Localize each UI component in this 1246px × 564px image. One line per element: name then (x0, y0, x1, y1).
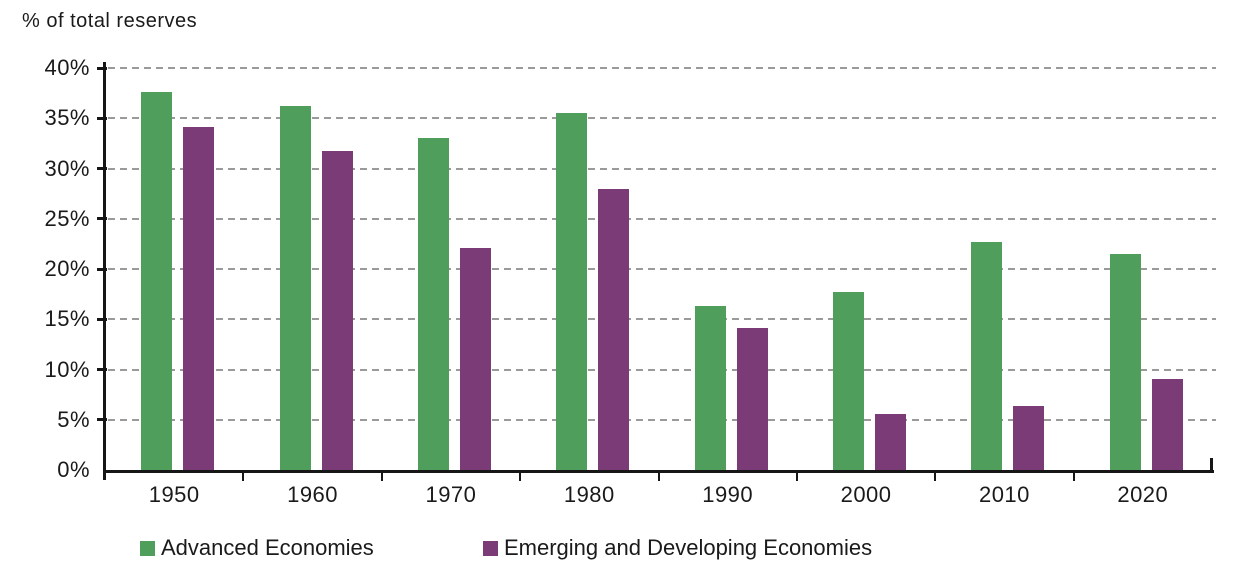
x-tick-label: 1950 (148, 482, 200, 507)
x-axis-tick (795, 473, 798, 481)
y-tick-label: 25% (44, 205, 90, 231)
bar-advanced-2010 (971, 241, 1003, 470)
y-tick-label: 20% (44, 256, 90, 281)
x-tick-label: 2020 (1117, 482, 1169, 507)
y-axis-tick (97, 167, 107, 170)
bar-advanced-1960 (279, 106, 311, 470)
bar-advanced-1950 (141, 92, 173, 470)
x-axis-tick (657, 473, 660, 481)
y-axis-tick (97, 217, 107, 221)
legend-item-advanced: Advanced Economies (140, 535, 374, 561)
y-axis (103, 62, 106, 480)
x-axis-tick (519, 473, 522, 481)
x-tick-label: 1960 (287, 482, 339, 507)
x-axis-endcap (1210, 458, 1213, 470)
bar-emerging-1950 (183, 127, 215, 470)
bar-advanced-2020 (1109, 253, 1141, 470)
y-tick-label: 15% (44, 306, 90, 332)
y-axis-tick (97, 66, 107, 70)
bar-emerging-2010 (1013, 405, 1045, 470)
bar-advanced-1980 (556, 113, 588, 470)
bar-emerging-1970 (459, 247, 491, 470)
gridline (108, 67, 1216, 69)
bar-emerging-2020 (1151, 378, 1183, 470)
gridline (108, 418, 1216, 421)
legend: Advanced Economies Emerging and Developi… (0, 535, 1246, 561)
legend-label-advanced: Advanced Economies (161, 535, 374, 560)
y-tick-label: 40% (44, 55, 90, 80)
y-tick-label: 0% (57, 457, 90, 482)
bar-emerging-1960 (321, 151, 353, 470)
legend-item-emerging: Emerging and Developing Economies (483, 535, 872, 561)
bar-emerging-1990 (736, 328, 768, 470)
y-axis-tick (97, 418, 107, 422)
gridline (108, 117, 1216, 120)
y-axis-tick (97, 267, 107, 271)
y-axis-tick (97, 368, 107, 371)
gridline (108, 217, 1216, 220)
x-axis-tick (242, 473, 245, 481)
y-axis-tick (97, 317, 107, 321)
x-tick-label: 1980 (563, 482, 615, 507)
legend-label-emerging: Emerging and Developing Economies (504, 535, 873, 560)
gridline (108, 268, 1216, 270)
bar-advanced-2000 (833, 292, 865, 470)
legend-swatch-advanced (140, 540, 155, 556)
y-tick-label: 10% (44, 356, 90, 382)
bar-advanced-1970 (417, 138, 449, 470)
x-tick-label: 1990 (702, 482, 754, 507)
gridline (108, 318, 1216, 321)
x-axis (103, 470, 1214, 473)
y-tick-label: 30% (44, 155, 90, 181)
y-axis-tick (97, 116, 107, 120)
y-tick-label: 35% (44, 105, 90, 131)
gridline (108, 368, 1216, 371)
x-tick-label: 2000 (840, 482, 892, 507)
gridline (108, 167, 1216, 170)
x-tick-label: 2010 (978, 482, 1030, 507)
chart-title: % of total reserves (22, 10, 198, 32)
bar-emerging-1980 (598, 188, 630, 470)
y-tick-label: 5% (57, 406, 90, 432)
bar-advanced-1990 (694, 306, 726, 470)
x-tick-label: 1970 (425, 482, 477, 507)
x-axis-tick (380, 473, 383, 481)
x-axis-tick (934, 473, 937, 481)
x-axis-tick (1072, 473, 1075, 481)
bar-emerging-2000 (875, 413, 907, 470)
legend-swatch-emerging (483, 540, 498, 556)
